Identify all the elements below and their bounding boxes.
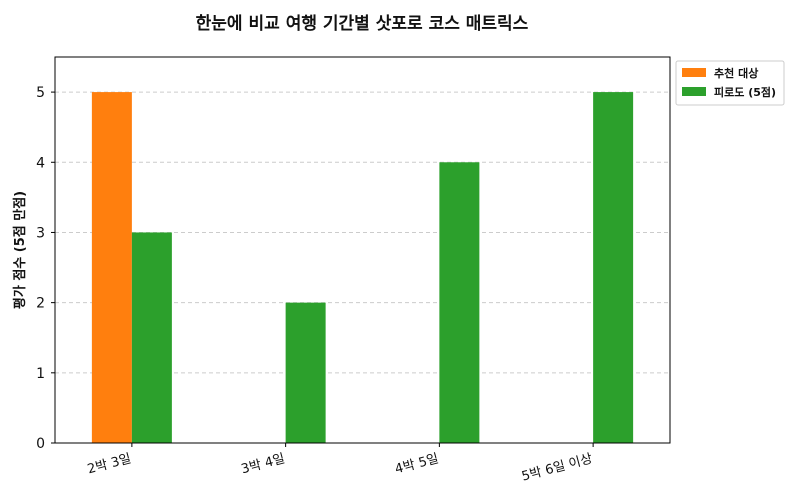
y-tick-label: 1: [36, 366, 45, 382]
y-axis-label: 평가 점수 (5점 만점): [12, 191, 28, 309]
y-tick-label: 2: [36, 296, 45, 312]
plot-frame: [54, 56, 671, 444]
x-tick-label: 3박 4일: [240, 451, 287, 477]
bar-fatigue: [593, 92, 634, 443]
bars: [91, 92, 634, 444]
legend-swatch: [682, 68, 706, 77]
bar-fatigue: [285, 302, 326, 443]
y-axis: 0 1 2 3 4 5: [36, 85, 55, 452]
y-tick-label: 4: [36, 155, 45, 171]
legend-label: 피로도 (5점): [714, 85, 776, 99]
chart-title: 한눈에 비교 여행 기간별 삿포로 코스 매트릭스: [196, 14, 529, 34]
y-tick-label: 5: [36, 85, 45, 101]
bar-fatigue: [131, 232, 172, 443]
y-tick-label: 0: [36, 436, 45, 452]
bar-recommended: [91, 92, 132, 443]
legend-swatch: [682, 87, 706, 96]
gridlines: [55, 91, 670, 374]
x-tick-label: 4박 5일: [393, 451, 440, 477]
x-axis: 2박 3일 3박 4일 4박 5일 5박 6일 이상: [86, 443, 594, 485]
x-tick-label: 5박 6일 이상: [520, 451, 594, 484]
x-tick-label: 2박 3일: [86, 451, 133, 477]
legend-label: 추천 대상: [714, 66, 758, 80]
bar-fatigue: [439, 162, 480, 444]
y-tick-label: 3: [36, 225, 45, 241]
